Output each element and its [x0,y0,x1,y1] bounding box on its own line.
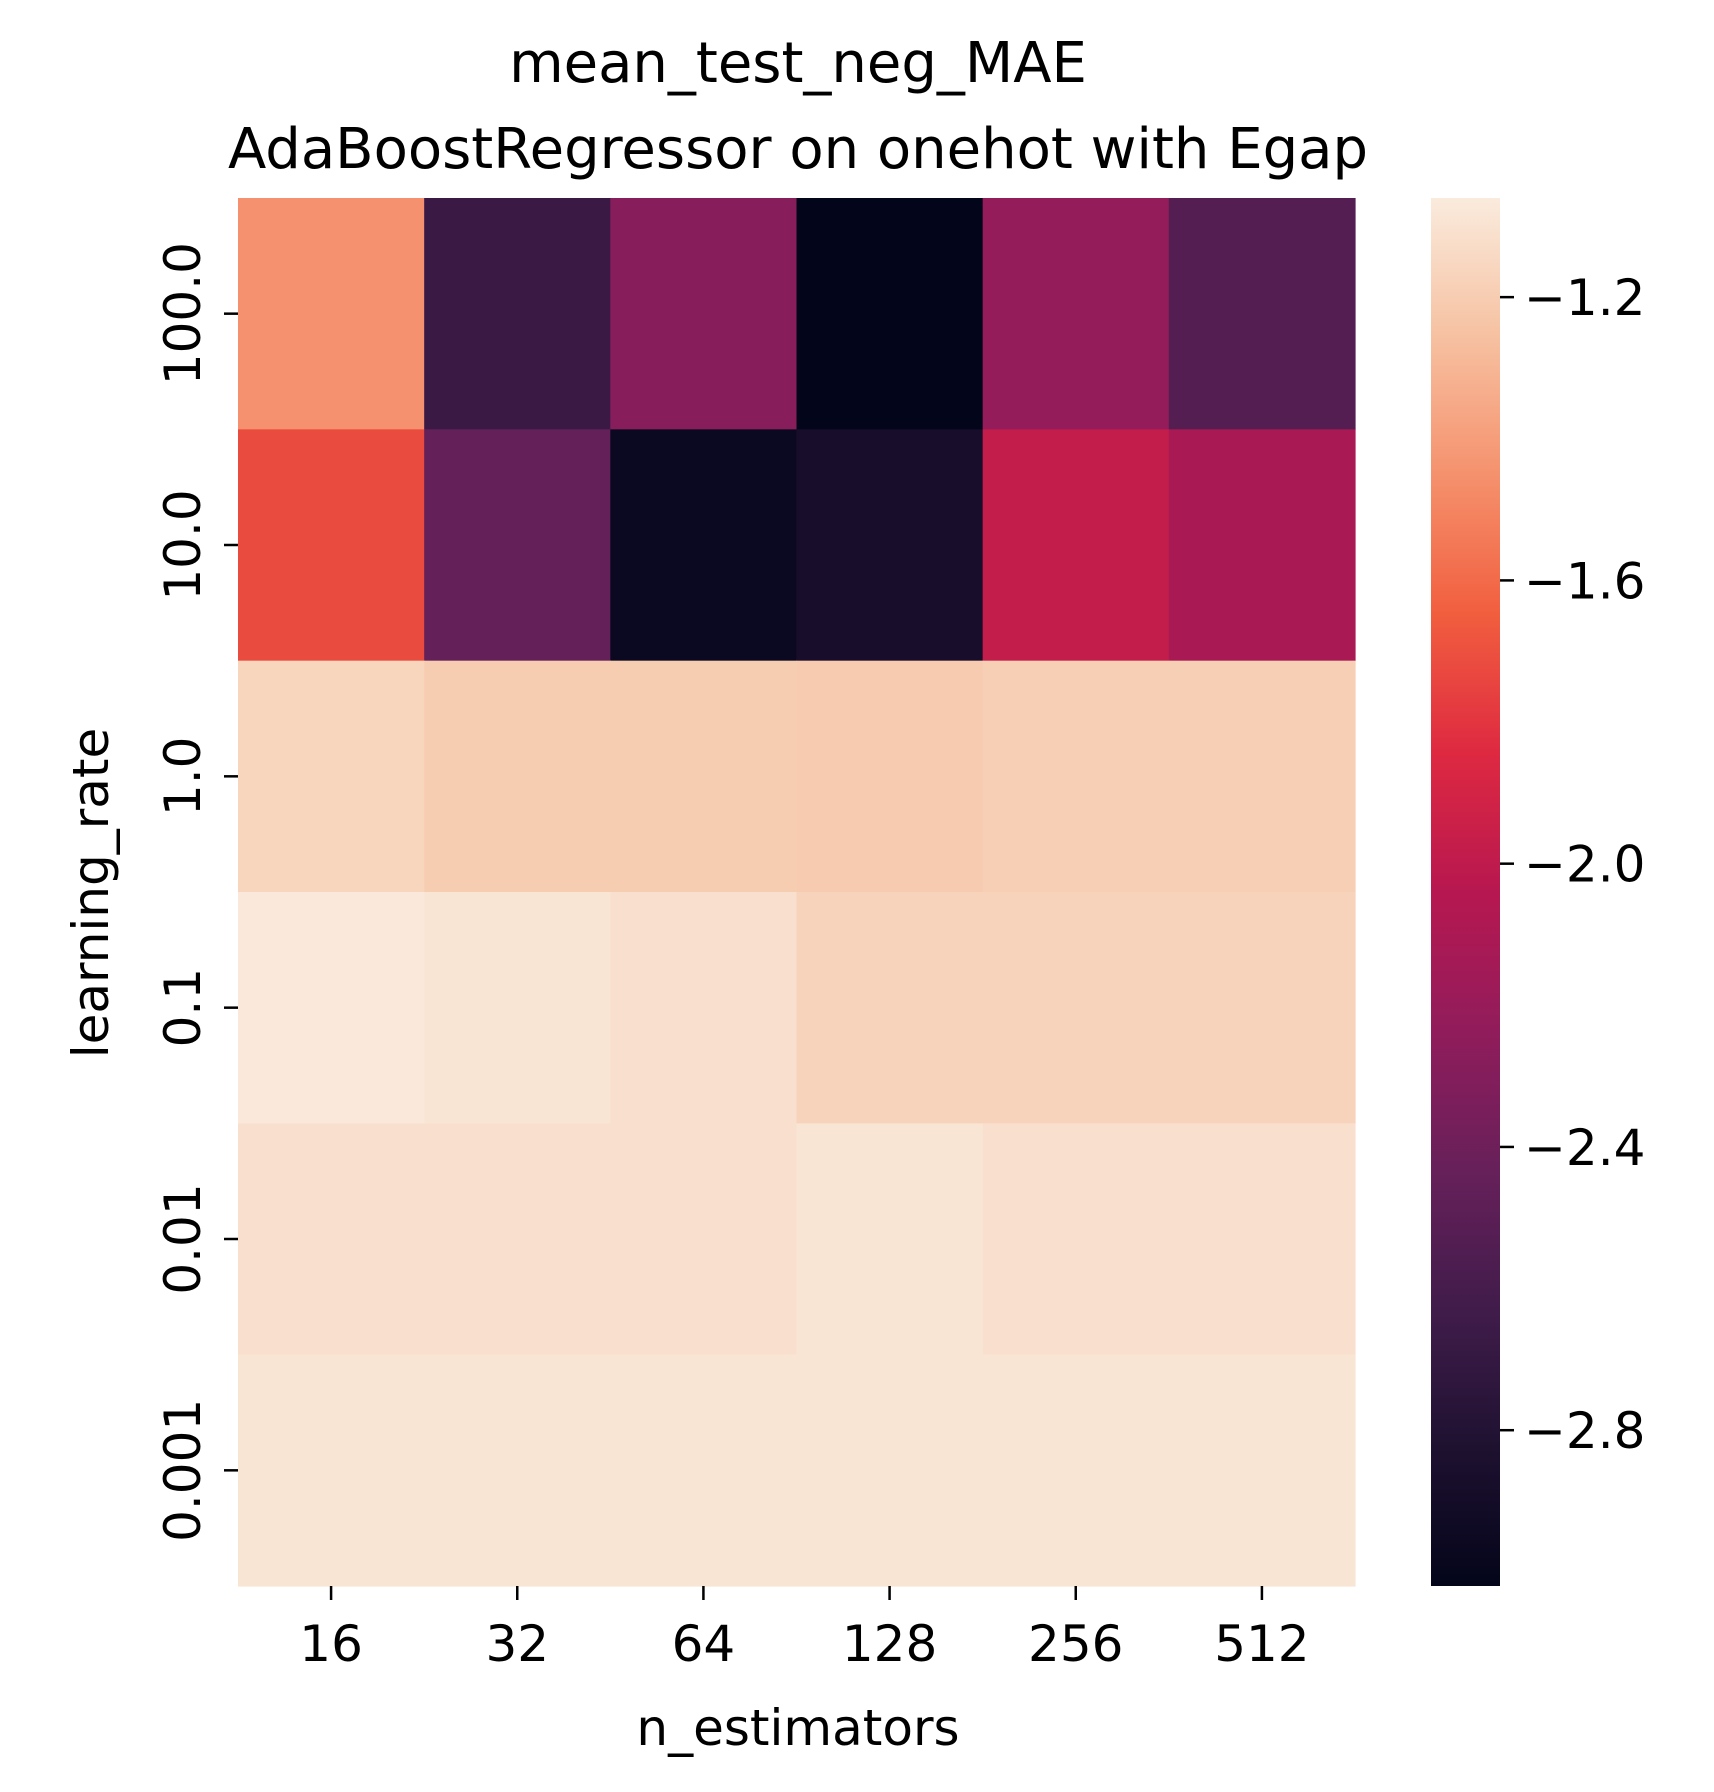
heatmap-cell [610,429,798,662]
heatmap-cell [1168,660,1356,893]
colorbar-tick-label: −2.0 [1524,836,1645,894]
y-tick-label: 0.1 [154,968,212,1048]
colorbar-tick-label: −1.6 [1524,552,1645,610]
heatmap-cell [796,1123,984,1356]
heatmap-cell [1168,429,1356,662]
heatmap-cell [1168,198,1356,430]
heatmap-cell [238,1354,425,1587]
heatmap-cell [610,1354,798,1587]
heatmap-cell [238,660,425,893]
heatmap-cell [796,429,984,662]
x-tick-label: 32 [485,1615,549,1673]
heatmap-cell [982,1123,1170,1356]
y-tick-label: 0.01 [154,1183,212,1294]
x-axis-label: n_estimators [636,1699,959,1757]
y-tick-label: 0.001 [154,1399,212,1542]
heatmap-cell [1168,1354,1356,1587]
heatmap-cell [238,892,425,1124]
heatmap-cell [982,429,1170,662]
colorbar [1431,198,1500,1586]
heatmap-cell [424,660,611,893]
heatmap-cell [424,892,611,1124]
x-axis-ticks: 16 32 64 128 256 512 [299,1586,1310,1673]
heatmap-cell [796,1354,984,1587]
heatmap-cell [610,892,798,1124]
heatmap-cell [610,1123,798,1356]
heatmap-cell [238,198,425,430]
heatmap-cell [238,1123,425,1356]
y-tick-label: 10.0 [154,489,212,600]
heatmap-cell [610,660,798,893]
y-tick-label: 100.0 [154,242,212,385]
y-tick-label: 1.0 [154,737,212,817]
heatmap-cell [424,1123,611,1356]
x-tick-label: 128 [842,1615,937,1673]
y-axis-label: learning_rate [62,728,120,1059]
heatmap-cell [238,429,425,662]
colorbar-tick-label: −2.8 [1524,1402,1645,1460]
y-axis-ticks: 100.0 10.0 1.0 0.1 0.01 0.001 [154,242,238,1542]
colorbar-tick-label: −2.4 [1524,1119,1645,1177]
heatmap-cell [610,198,798,430]
x-tick-label: 512 [1214,1615,1309,1673]
heatmap-cell [796,198,984,430]
colorbar-ticks: −1.2 −1.6 −2.0 −2.4 −2.8 [1500,269,1645,1460]
heatmap-cell [424,429,611,662]
colorbar-tick-label: −1.2 [1524,269,1645,327]
heatmap-cell [1168,1123,1356,1356]
heatmap-cell [424,198,611,430]
heatmap-cells [238,198,1356,1587]
heatmap-cell [982,660,1170,893]
heatmap-cell [796,660,984,893]
heatmap-cell [982,892,1170,1124]
chart-title: mean_test_neg_MAE [509,31,1087,96]
heatmap-cell [424,1354,611,1587]
heatmap-cell [982,1354,1170,1587]
x-tick-label: 16 [299,1615,363,1673]
chart-subtitle: AdaBoostRegressor on onehot with Egap [228,117,1368,182]
heatmap-cell [1168,892,1356,1124]
x-tick-label: 256 [1028,1615,1123,1673]
heatmap-cell [796,892,984,1124]
heatmap-cell [982,198,1170,430]
x-tick-label: 64 [672,1615,736,1673]
